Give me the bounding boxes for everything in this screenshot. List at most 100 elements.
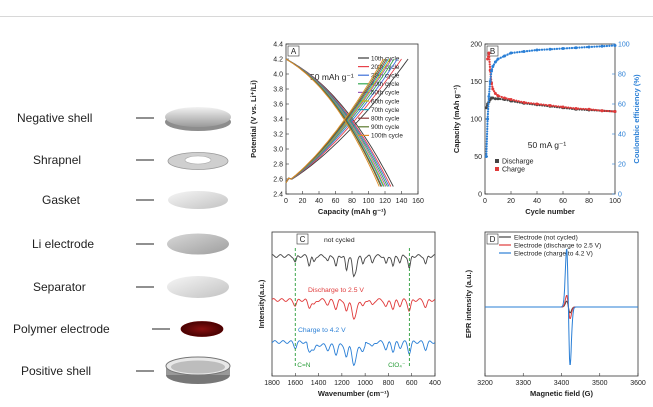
panel-letter-box [296,233,309,245]
panel-letter: B [490,47,495,56]
legend-label: 30th cycle [371,73,400,80]
legend-label: Electrode (not cycled) [514,234,578,241]
label-positive-shell: Positive shell [21,364,91,378]
separator [136,276,229,298]
y-tick-label: 2.4 [273,192,283,199]
x-tick-label: 1400 [311,380,327,387]
legend-swatch [495,159,499,163]
x-tick-label: 120 [379,198,391,205]
legend-label: Discharge [502,159,534,166]
chart-panel-d: 3200 3300 3400 3500 3600 Magnetic field (G) EP… [464,231,646,398]
legend-label: 40th cycle [371,81,400,88]
x-tick-label: 160 [412,198,424,205]
shrapnel [136,152,229,170]
x-axis-label: Capacity (mAh g⁻¹) [318,207,387,216]
legend-label: 50th cycle [371,90,400,97]
x-tick-label: 3600 [630,380,646,387]
y-axis-label: Potential (V vs. Li⁺/Li) [249,80,258,158]
x-tick-label: 60 [332,198,340,205]
series-trail-1 [485,96,617,113]
x-tick-label: 140 [396,198,408,205]
top-divider [0,0,653,18]
legend-swatch [495,167,499,171]
x-axis-label: Magnetic field (G) [530,389,593,398]
x-axis-label: Wavenumber (cm⁻¹) [318,389,390,398]
legend-label: Electrode (discharge to 2.5 V) [514,242,601,249]
panel-letter: D [490,235,496,244]
y-tick-label: 3.6 [273,102,283,109]
y-axis-label: EPR intensity (a.u.) [464,269,473,338]
spectrum-1 [271,254,435,278]
y2-tick-label: 0 [618,192,622,199]
legend-label: 10th cycle [371,55,400,62]
panel-letter: A [291,47,297,56]
series-label: Charge to 4.2 V [298,327,346,334]
y-tick-label: 100 [470,117,482,124]
legend-label: 100th cycle [371,133,403,140]
rate-annotation: 50 mAh g⁻¹ [310,72,354,82]
panel-letter: C [300,235,306,244]
y-axis-label: Intensity(a.u.) [257,279,266,328]
panel-letter-box [486,45,499,57]
x-tick-label: 1200 [334,380,350,387]
x-axis-label: Cycle number [525,207,575,216]
x-tick-label: 100 [609,198,621,205]
chart-panel-c: 1800 1600 1400 1200 1000 800 600 400 Wavenumber … [257,231,441,398]
marker-label: ClO₄⁻ [388,362,406,369]
y-tick-label: 50 [474,154,482,161]
panel-letter-box [287,45,300,57]
legend-label: 80th cycle [371,116,400,123]
y-tick-label: 4.4 [273,42,283,49]
spectrum-3 [271,340,436,367]
y-tick-label: 0 [478,192,482,199]
y2-axis-label: Coulombic efficiency (%) [632,74,641,164]
y-tick-label: 3.0 [273,147,283,154]
x-tick-label: 80 [348,198,356,205]
y2-tick-label: 80 [618,72,626,79]
series-label: not cycled [324,237,355,244]
x-tick-label: 0 [483,198,487,205]
x-tick-label: 800 [383,380,395,387]
legend-label: 20th cycle [371,64,400,71]
discharge-curve-10 [285,58,380,187]
positive-shell [136,356,231,384]
legend-label: Electrode (charge to 4.2 V) [514,250,593,257]
x-tick-label: 3200 [477,380,493,387]
spectrum-2 [271,298,436,320]
series-label: Discharge to 2.5 V [308,287,364,294]
y-tick-label: 3.4 [273,117,283,124]
legend-label: 70th cycle [371,107,400,114]
y-tick-label: 3.8 [273,87,283,94]
y-tick-label: 150 [470,79,482,86]
charge-curve-1 [285,58,409,184]
legend-label: 90th cycle [371,124,400,131]
y2-tick-label: 20 [618,162,626,169]
x-tick-label: 600 [406,380,418,387]
x-tick-label: 1800 [264,380,280,387]
negative-shell [136,107,231,131]
polymer-electrode [152,321,224,337]
epr-curve-3 [485,249,638,365]
x-tick-label: 40 [315,198,323,205]
series-trail-3 [485,44,617,158]
y-axis-label: Capacity (mAh g⁻¹) [452,84,461,153]
x-tick-label: 1000 [357,380,373,387]
charge-curve-10 [285,58,384,184]
y2-tick-label: 60 [618,102,626,109]
y-tick-label: 2.6 [273,177,283,184]
y-tick-label: 3.2 [273,132,283,139]
label-polymer-electrode: Polymer electrode [13,322,110,336]
x-tick-label: 400 [429,380,441,387]
y-tick-label: 200 [470,42,482,49]
data-point-2 [613,110,617,113]
legend-label: 60th cycle [371,98,400,105]
x-tick-label: 80 [585,198,593,205]
chart-panel-b: 0 20 40 60 80 100050100150200020406080100Cycl… [452,42,641,217]
gasket [136,191,228,209]
x-tick-label: 3400 [554,380,570,387]
y-tick-label: 2.8 [273,162,283,169]
x-tick-label: 40 [533,198,541,205]
coin-cell-exploded-view: Negative shell Shrapnel Gasket Li electr… [0,0,240,407]
x-tick-label: 60 [559,198,567,205]
plot-frame [271,231,436,377]
